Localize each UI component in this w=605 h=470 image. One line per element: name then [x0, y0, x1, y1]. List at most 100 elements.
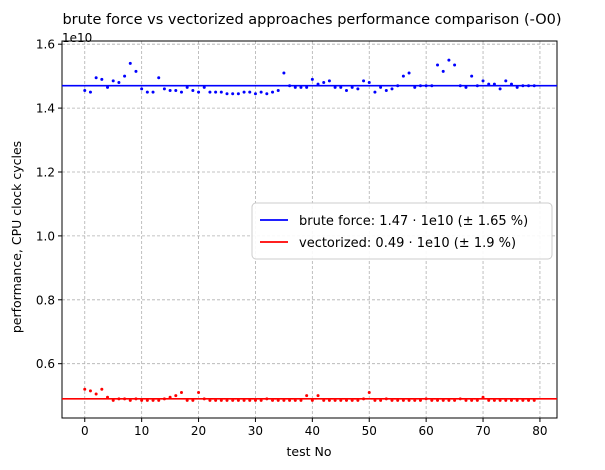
data-point — [310, 398, 314, 402]
data-point — [441, 398, 445, 402]
data-point — [515, 398, 519, 402]
data-point — [333, 85, 337, 89]
data-point — [509, 82, 513, 86]
data-point — [145, 90, 149, 94]
y-tick-label: 0.8 — [36, 293, 55, 307]
data-point — [106, 85, 110, 89]
data-point — [134, 69, 138, 73]
data-point — [208, 398, 212, 402]
data-point — [88, 389, 92, 393]
data-point — [521, 84, 525, 88]
data-point — [350, 398, 354, 402]
data-point — [253, 398, 257, 402]
data-point — [151, 398, 155, 402]
y-tick-label: 1.2 — [36, 165, 55, 179]
data-point — [322, 81, 326, 85]
data-point — [202, 85, 206, 89]
data-point — [253, 92, 257, 96]
data-point — [276, 398, 280, 402]
data-point — [179, 90, 183, 94]
data-point — [214, 398, 218, 402]
x-tick-label: 70 — [475, 424, 490, 438]
axes — [61, 40, 558, 419]
data-point — [470, 398, 474, 402]
data-point — [453, 63, 457, 67]
data-point — [532, 84, 536, 88]
data-point — [367, 81, 371, 85]
data-point — [123, 397, 127, 401]
data-point — [475, 84, 479, 88]
x-tick-label: 50 — [362, 424, 377, 438]
data-point — [362, 79, 366, 83]
data-point — [248, 90, 252, 94]
data-point — [123, 74, 127, 78]
data-point — [191, 398, 195, 402]
data-point — [197, 90, 201, 94]
data-point — [344, 89, 348, 93]
data-point — [481, 79, 485, 83]
data-point — [498, 398, 502, 402]
x-tick-label: 30 — [248, 424, 263, 438]
data-point — [373, 398, 377, 402]
data-point — [134, 397, 138, 401]
data-point — [464, 85, 468, 89]
data-point — [168, 395, 172, 399]
data-point — [310, 77, 314, 81]
data-point — [185, 398, 189, 402]
data-point — [128, 398, 132, 402]
y-tick-label: 1.6 — [36, 38, 55, 52]
y-tick-label: 1.0 — [36, 229, 55, 243]
data-point — [418, 398, 422, 402]
data-point — [219, 398, 223, 402]
data-point — [396, 398, 400, 402]
data-point — [509, 398, 513, 402]
data-point — [111, 79, 115, 83]
data-point — [140, 398, 144, 402]
data-point — [458, 84, 462, 88]
data-point — [259, 90, 263, 94]
data-point — [282, 398, 286, 402]
data-point — [151, 90, 155, 94]
data-point — [322, 398, 326, 402]
data-point — [367, 390, 371, 394]
data-point — [83, 89, 87, 93]
data-point — [390, 87, 394, 91]
data-point — [492, 82, 496, 86]
data-point — [168, 89, 172, 93]
data-point — [117, 397, 121, 401]
data-point — [339, 85, 343, 89]
data-point — [379, 398, 383, 402]
x-tick-label: 40 — [305, 424, 320, 438]
data-point — [458, 397, 462, 401]
data-point — [162, 87, 166, 91]
data-point — [487, 398, 491, 402]
data-point — [202, 397, 206, 401]
data-point — [362, 397, 366, 401]
data-point — [515, 85, 519, 89]
data-point — [407, 398, 411, 402]
data-point — [356, 87, 360, 91]
data-point — [384, 89, 388, 93]
data-point — [94, 392, 98, 396]
series — [62, 58, 557, 402]
x-tick-label: 20 — [191, 424, 206, 438]
data-point — [191, 89, 195, 93]
data-point — [197, 390, 201, 394]
data-point — [276, 89, 280, 93]
data-point — [174, 89, 178, 93]
data-point — [316, 82, 320, 86]
data-point — [401, 398, 405, 402]
x-axis-label: test No — [287, 444, 332, 459]
x-tick-label: 60 — [418, 424, 433, 438]
data-point — [424, 84, 428, 88]
data-point — [225, 92, 229, 96]
data-point — [94, 76, 98, 80]
data-point — [401, 74, 405, 78]
data-point — [100, 387, 104, 391]
data-point — [214, 90, 218, 94]
data-point — [236, 92, 240, 96]
data-point — [384, 397, 388, 401]
data-point — [293, 398, 297, 402]
data-point — [350, 85, 354, 89]
data-point — [157, 398, 161, 402]
